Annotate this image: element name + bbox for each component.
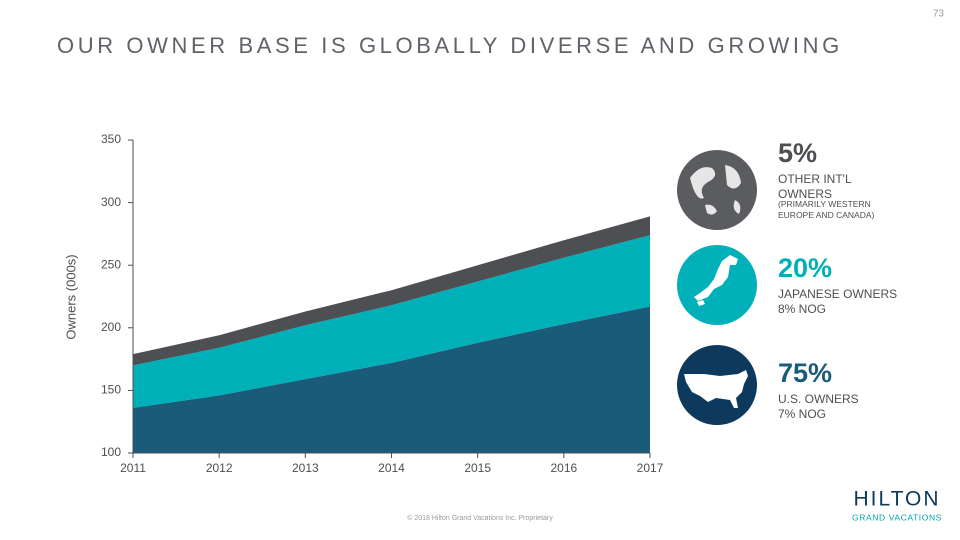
panel-percent: 20% <box>778 253 832 283</box>
panel-label-line: OTHER INT'L <box>778 172 852 186</box>
x-tick-label: 2012 <box>206 461 233 475</box>
area <box>133 216 650 366</box>
y-tick-label: 200 <box>101 320 121 334</box>
panel-percent: 75% <box>778 358 832 388</box>
y-axis-label: Owners (000s) <box>63 254 78 339</box>
y-tick-label: 350 <box>101 132 121 146</box>
x-tick-label: 2016 <box>550 461 577 475</box>
panel-label: OTHER INT'L OWNERS <box>778 172 852 201</box>
panel-percent: 5% <box>778 138 817 168</box>
panel-note: 8% NOG <box>778 302 826 316</box>
globe-icon <box>677 150 757 230</box>
logo-brand: HILTON <box>853 488 940 511</box>
area <box>133 235 650 408</box>
panel-note-line: (PRIMARILY WESTERN <box>778 199 871 209</box>
y-tick-label: 100 <box>101 445 121 459</box>
slide-title: OUR OWNER BASE IS GLOBALLY DIVERSE AND G… <box>57 33 843 58</box>
panel-label: JAPANESE OWNERS <box>778 287 897 301</box>
x-tick-label: 2013 <box>292 461 319 475</box>
panel-label-line: OWNERS <box>778 187 832 201</box>
panel-note: (PRIMARILY WESTERN EUROPE AND CANADA) <box>778 199 875 220</box>
footer: © 2018 Hilton Grand Vacations Inc. Propr… <box>407 514 553 522</box>
globe-land <box>690 165 741 215</box>
x-tick-label: 2011 <box>120 461 146 475</box>
panel-label: U.S. OWNERS <box>778 392 859 406</box>
page-number: 73 <box>933 9 945 20</box>
x-tick-label: 2015 <box>464 461 491 475</box>
y-tick-label: 250 <box>101 257 121 271</box>
y-tick-label: 300 <box>101 195 121 209</box>
logo-sub: GRAND VACATIONS <box>852 512 942 522</box>
y-tick-label: 150 <box>101 383 121 397</box>
panel-note: 7% NOG <box>778 407 826 421</box>
usa-shape <box>684 370 748 408</box>
area <box>133 306 650 453</box>
japan-shape <box>694 255 738 306</box>
icons <box>677 150 757 425</box>
x-tick-label: 2014 <box>378 461 405 475</box>
x-tick-label: 2017 <box>637 461 664 475</box>
panel-note-line: EUROPE AND CANADA) <box>778 210 875 220</box>
